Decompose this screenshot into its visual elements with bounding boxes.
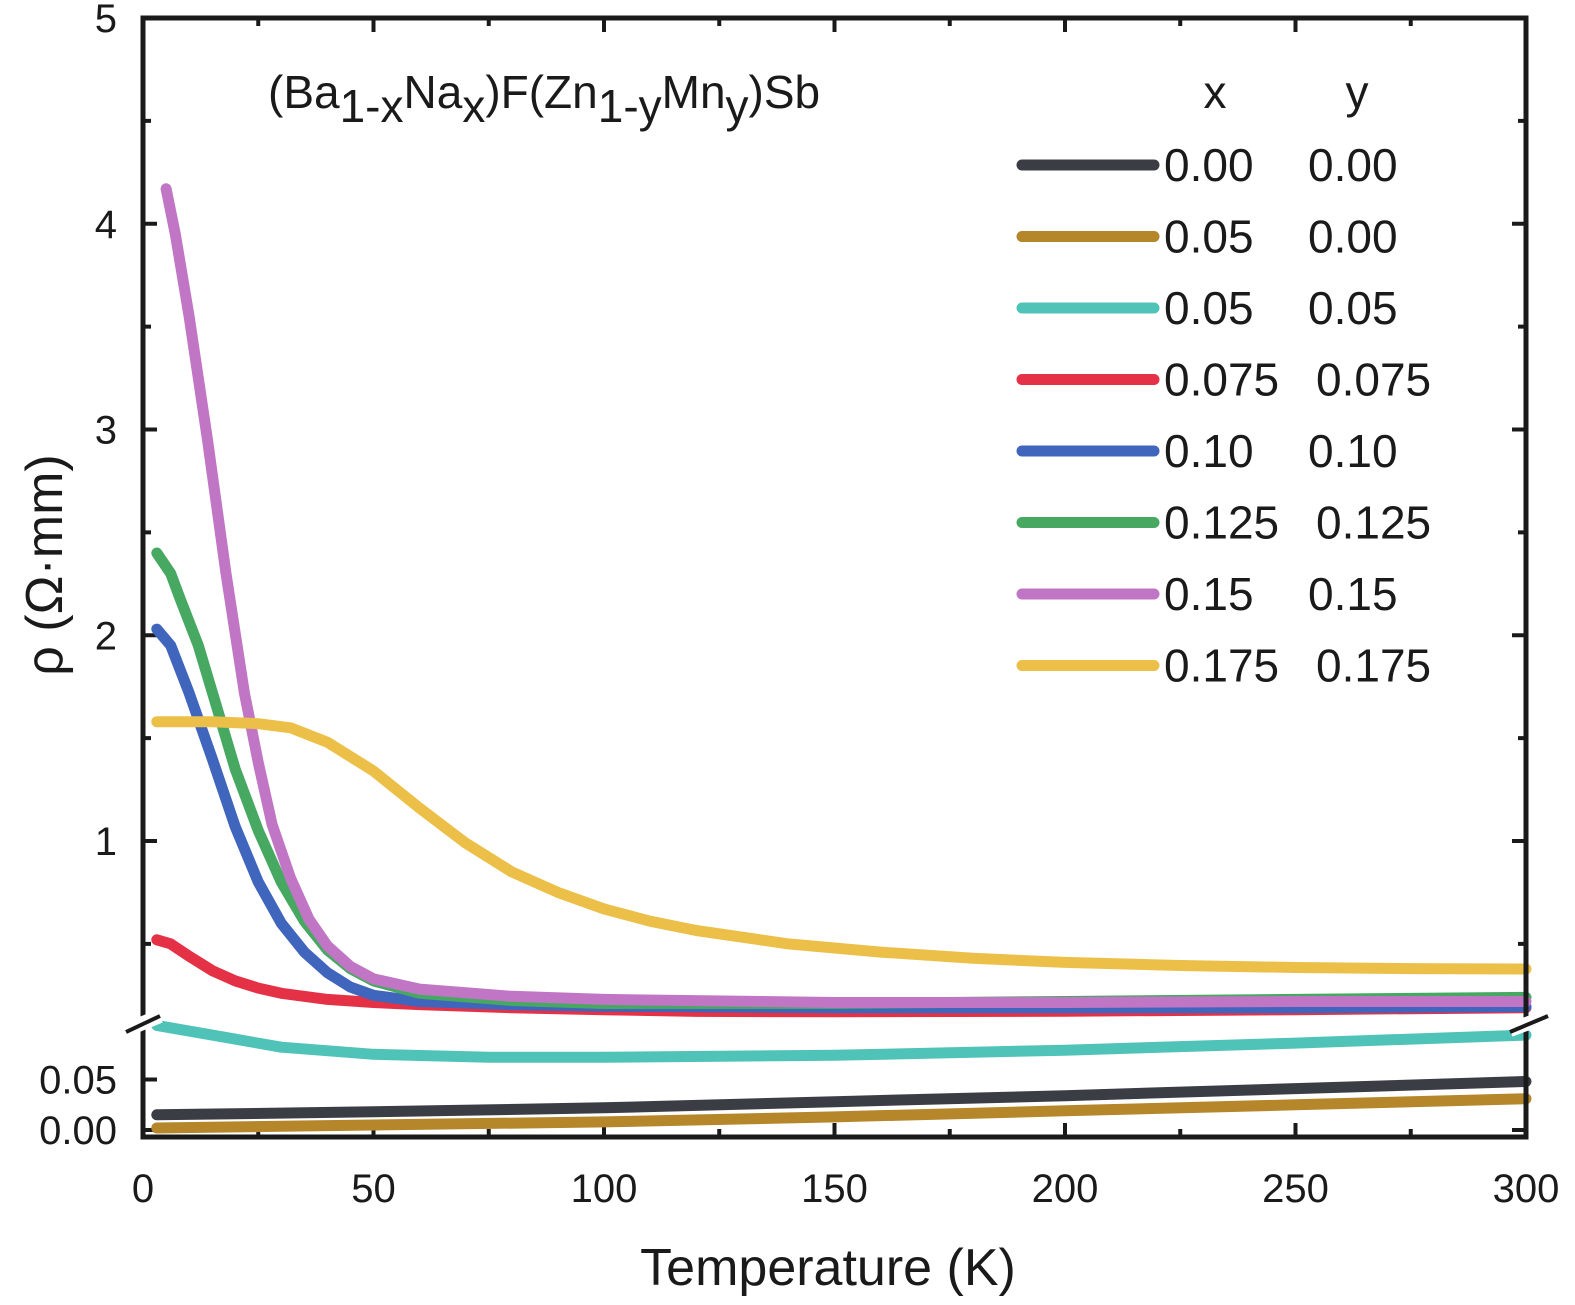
legend-y-value: 0.15 (1308, 568, 1398, 620)
legend-x-value: 0.00 (1164, 139, 1254, 191)
series-line-2 (151, 1019, 1532, 1063)
legend-header-y: y (1346, 66, 1369, 118)
axis-break-mark-left (125, 1014, 161, 1034)
y-tick-label: 1 (95, 820, 117, 864)
legend-header-x: x (1204, 66, 1227, 118)
title-subscript: 1-y (598, 80, 662, 132)
chart-title: (Ba1-xNax)F(Zn1-yMny)Sb (268, 66, 820, 132)
x-axis-title: Temperature (K) (640, 1239, 1016, 1297)
legend-x-value: 0.05 (1164, 282, 1254, 334)
series-layer (151, 183, 1532, 1134)
y-tick-label: 0.00 (39, 1109, 117, 1153)
axis-break-mark-right (1509, 1014, 1549, 1034)
title-subscript: x (462, 80, 485, 132)
legend-x-value: 0.05 (1164, 211, 1254, 263)
title-part: Na (404, 66, 463, 118)
series-line-0 (151, 1076, 1532, 1121)
x-tick-label: 0 (132, 1167, 154, 1211)
legend-y-value: 0.00 (1308, 139, 1398, 191)
legend-x-value: 0.175 (1164, 640, 1279, 692)
tick-labels: 0 50 100 150 200 250 300 1 2 3 4 5 0.00 0.05 (39, 0, 1559, 1211)
series-line-5 (151, 547, 1532, 1009)
x-tick-label: 250 (1262, 1167, 1329, 1211)
title-part: (Ba (268, 66, 340, 118)
x-tick-label: 150 (801, 1167, 868, 1211)
axis-break (123, 1009, 1551, 1037)
title-part: )F(Zn (485, 66, 597, 118)
series-line-1 (151, 1093, 1532, 1134)
legend-y-value: 0.175 (1316, 640, 1431, 692)
legend-x-value: 0.10 (1164, 425, 1254, 477)
y-tick-label: 2 (95, 614, 117, 658)
legend-y-value: 0.10 (1308, 425, 1398, 477)
x-tick-label: 300 (1493, 1167, 1560, 1211)
y-tick-label: 5 (95, 0, 117, 41)
legend-y-value: 0.00 (1308, 211, 1398, 263)
plot-frame (140, 15, 1529, 1140)
series-line-7 (151, 716, 1532, 975)
legend-x-value: 0.15 (1164, 568, 1254, 620)
legend-x-value: 0.075 (1164, 354, 1279, 406)
legend: x y 0.00 0.00 0.05 0.00 0.05 0.05 0.075 0.075 0.… (1016, 66, 1431, 692)
x-tick-label: 200 (1032, 1167, 1099, 1211)
y-tick-label: 4 (95, 203, 117, 247)
x-tick-label: 100 (571, 1167, 638, 1211)
title-subscript: y (726, 80, 749, 132)
y-tick-label: 3 (95, 409, 117, 453)
legend-x-value: 0.125 (1164, 497, 1279, 549)
y-tick-label: 0.05 (39, 1059, 117, 1103)
legend-y-value: 0.125 (1316, 497, 1431, 549)
legend-y-value: 0.05 (1308, 282, 1398, 334)
series-line-6 (160, 183, 1532, 1008)
legend-y-value: 0.075 (1316, 354, 1431, 406)
title-part: )Sb (749, 66, 821, 118)
title-part: Mn (662, 66, 726, 118)
title-subscript: 1-x (340, 80, 404, 132)
y-axis-title: ρ (Ω·mm) (16, 454, 74, 675)
x-tick-label: 50 (351, 1167, 396, 1211)
